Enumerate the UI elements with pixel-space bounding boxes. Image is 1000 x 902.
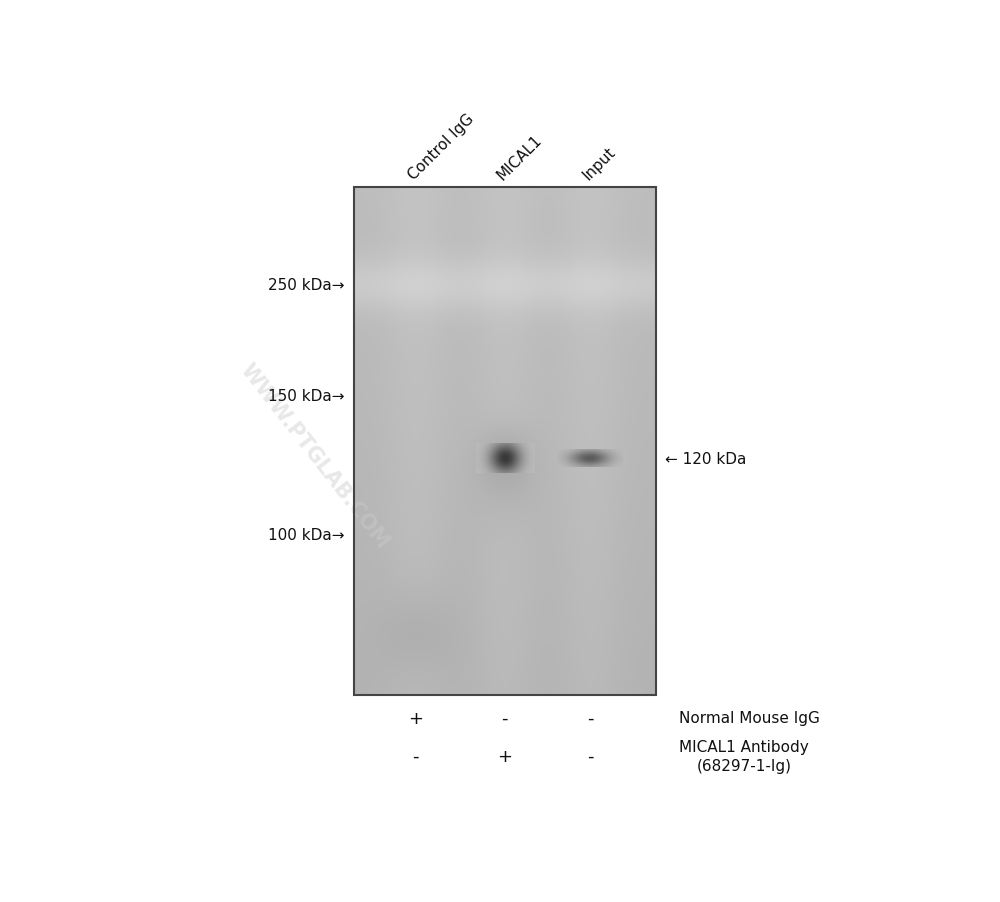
Text: Input: Input (579, 144, 618, 182)
Text: ← 120 kDa: ← 120 kDa (665, 452, 747, 466)
Text: -: - (587, 747, 593, 765)
Text: -: - (502, 709, 508, 727)
Text: Normal Mouse IgG: Normal Mouse IgG (679, 711, 820, 725)
Text: MICAL1 Antibody
(68297-1-Ig): MICAL1 Antibody (68297-1-Ig) (679, 740, 809, 773)
Bar (354, 189, 656, 695)
Text: 100 kDa→: 100 kDa→ (268, 528, 344, 543)
Text: Control IgG: Control IgG (405, 111, 477, 182)
Text: WWW.PTGLAB.COM: WWW.PTGLAB.COM (237, 359, 393, 552)
Text: +: + (408, 709, 423, 727)
Text: 250 kDa→: 250 kDa→ (268, 278, 344, 293)
Text: MICAL1: MICAL1 (494, 132, 545, 182)
Text: 150 kDa→: 150 kDa→ (268, 389, 344, 404)
Text: -: - (587, 709, 593, 727)
Text: -: - (412, 747, 419, 765)
Text: +: + (497, 747, 512, 765)
